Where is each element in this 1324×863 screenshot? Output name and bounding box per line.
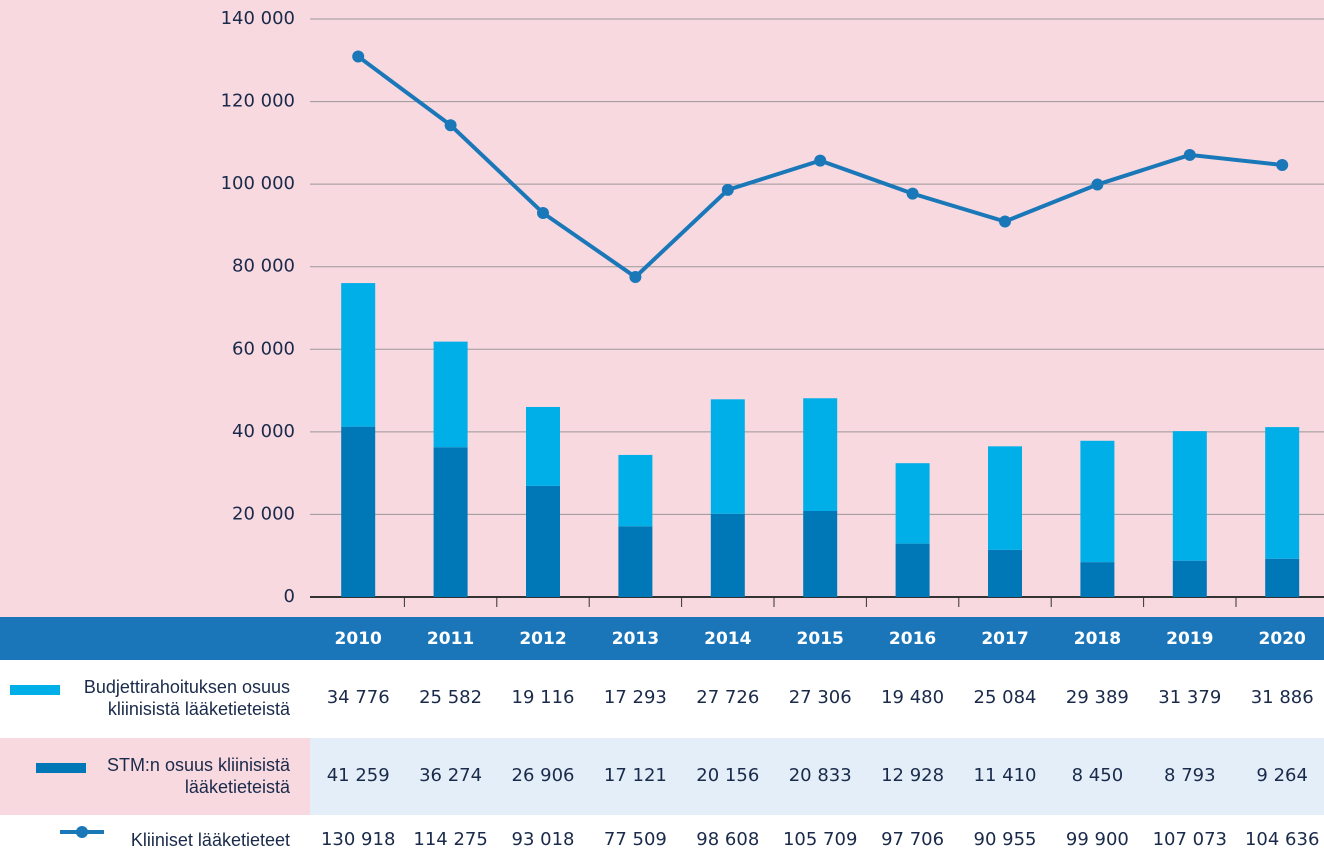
y-tick-label: 80 000: [232, 256, 295, 277]
bar: [895, 463, 930, 544]
bar: [1265, 558, 1300, 597]
line-point: [352, 50, 365, 63]
table-cell: 8 793: [1164, 765, 1216, 786]
table-cell: 19 116: [512, 687, 575, 708]
table-cell: 36 274: [419, 765, 482, 786]
line-point: [444, 119, 457, 132]
bar: [1265, 427, 1300, 559]
line-point: [537, 206, 549, 219]
table-row-bg: [0, 660, 1324, 738]
bar: [988, 446, 1022, 550]
x-tick-label: 2018: [1074, 629, 1121, 649]
x-tick-label: 2010: [335, 629, 382, 649]
legend-swatch: [10, 685, 60, 695]
bar: [710, 513, 745, 597]
line-point: [1091, 178, 1104, 191]
table-cell: 41 259: [327, 765, 390, 786]
legend-label: Budjettirahoituksen osuus kliinisistä lä…: [83, 677, 290, 719]
table-cell: 29 389: [1066, 687, 1129, 708]
line-point: [1276, 159, 1289, 172]
bar: [1080, 440, 1115, 563]
table-cell: 20 833: [789, 765, 852, 786]
table-cell: 90 955: [974, 829, 1037, 850]
x-tick-label: 2019: [1166, 629, 1213, 649]
table-cell: 77 509: [604, 829, 667, 850]
x-tick-label: 2017: [981, 629, 1028, 649]
table-cell: 114 275: [413, 829, 487, 850]
line-point: [906, 187, 919, 200]
bar: [710, 399, 745, 514]
bar: [526, 485, 560, 597]
bar: [618, 526, 653, 597]
bar: [1080, 562, 1115, 597]
line-point: [721, 183, 734, 196]
bar: [433, 447, 468, 597]
line-point: [999, 215, 1011, 228]
y-tick-label: 0: [284, 586, 295, 607]
table-cell: 8 450: [1072, 765, 1124, 786]
table-cell: 31 379: [1158, 687, 1221, 708]
bar: [341, 283, 376, 427]
table-cell: 11 410: [974, 765, 1037, 786]
legend-swatch: [36, 763, 86, 773]
table-cell: 105 709: [783, 829, 857, 850]
y-tick-label: 60 000: [232, 338, 295, 359]
bar: [988, 549, 1022, 597]
table-cell: 27 306: [789, 687, 852, 708]
line-point: [814, 154, 827, 167]
table-cell: 107 073: [1153, 829, 1227, 850]
bar: [526, 406, 560, 486]
bar: [1172, 560, 1207, 597]
line-point: [629, 270, 642, 283]
x-tick-label: 2016: [889, 629, 936, 649]
table-cell: 17 293: [604, 687, 667, 708]
x-tick-label: 2012: [519, 629, 566, 649]
y-tick-label: 100 000: [221, 173, 295, 194]
table-cell: 98 608: [696, 829, 759, 850]
table-cell: 130 918: [321, 829, 395, 850]
table-cell: 97 706: [881, 829, 944, 850]
table-cell: 19 480: [881, 687, 944, 708]
table-cell: 26 906: [512, 765, 575, 786]
legend-label: STM:n osuus kliinisistä lääketieteistä: [106, 755, 290, 797]
table-cell: 20 156: [696, 765, 759, 786]
x-tick-label: 2013: [612, 629, 659, 649]
y-tick-label: 20 000: [232, 503, 295, 524]
table-cell: 25 582: [419, 687, 482, 708]
table-cell: 99 900: [1066, 829, 1129, 850]
table-cell: 17 121: [604, 765, 667, 786]
table-cell: 12 928: [881, 765, 944, 786]
bar: [341, 426, 376, 597]
bar: [433, 341, 468, 448]
bar: [895, 543, 930, 597]
table-cell: 27 726: [696, 687, 759, 708]
x-tick-label: 2015: [797, 629, 844, 649]
bar: [803, 510, 838, 597]
line-point: [1183, 148, 1196, 161]
table-cell: 9 264: [1256, 765, 1308, 786]
y-tick-label: 40 000: [232, 421, 295, 442]
table-cell: 34 776: [327, 687, 390, 708]
table-cell: 93 018: [512, 829, 575, 850]
x-tick-label: 2020: [1259, 629, 1306, 649]
table-cell: 104 636: [1245, 829, 1319, 850]
y-tick-label: 120 000: [221, 91, 295, 112]
table-row-bg: [310, 738, 1324, 815]
bar: [803, 398, 838, 511]
x-tick-label: 2011: [427, 629, 474, 649]
x-tick-label: 2014: [704, 629, 751, 649]
table-row-bg: [0, 815, 1324, 863]
line: [357, 54, 1283, 280]
table-cell: 31 886: [1251, 687, 1314, 708]
bar: [1172, 431, 1207, 561]
legend-label: Kliiniset lääketieteet: [130, 830, 290, 850]
table-header-bg: [0, 617, 1324, 660]
legend-swatch: [76, 826, 88, 838]
y-tick-label: 140 000: [221, 8, 295, 29]
table-cell: 25 084: [974, 687, 1037, 708]
bar: [618, 454, 653, 527]
